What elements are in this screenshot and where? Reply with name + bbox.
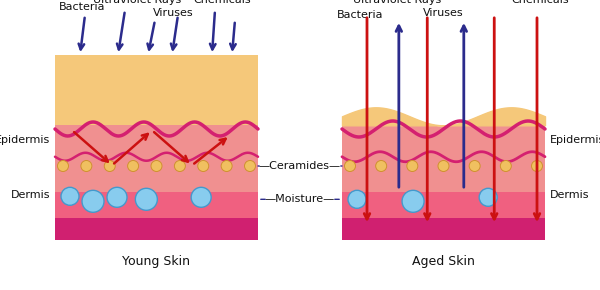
Text: Bacteria: Bacteria	[337, 10, 383, 20]
Circle shape	[136, 188, 157, 210]
Bar	[55, 55, 258, 125]
Text: Ultraviolet Rays: Ultraviolet Rays	[93, 0, 181, 5]
Bar	[55, 192, 258, 218]
Circle shape	[191, 187, 211, 207]
Circle shape	[104, 160, 115, 171]
Circle shape	[532, 160, 542, 171]
Text: Epidermis: Epidermis	[550, 135, 600, 145]
Text: Viruses: Viruses	[152, 8, 193, 18]
Circle shape	[344, 160, 355, 171]
Bar	[55, 218, 258, 240]
Text: Viruses: Viruses	[423, 8, 464, 18]
Text: Epidermis: Epidermis	[0, 135, 50, 145]
Circle shape	[107, 187, 127, 207]
Text: Dermis: Dermis	[550, 190, 589, 200]
Text: Ultraviolet Rays: Ultraviolet Rays	[353, 0, 441, 5]
Circle shape	[151, 160, 162, 171]
Circle shape	[500, 160, 511, 171]
Bar	[342, 125, 545, 192]
Text: Chemicals: Chemicals	[511, 0, 569, 5]
Circle shape	[128, 160, 139, 171]
Bar	[342, 55, 545, 125]
Circle shape	[469, 160, 480, 171]
Text: Bacteria: Bacteria	[59, 2, 105, 12]
Circle shape	[245, 160, 256, 171]
Circle shape	[198, 160, 209, 171]
Circle shape	[479, 188, 497, 206]
Circle shape	[438, 160, 449, 171]
Text: —Moisture—: —Moisture—	[265, 194, 335, 204]
Text: —Ceramides—: —Ceramides—	[259, 161, 341, 171]
Text: Aged Skin: Aged Skin	[412, 255, 475, 268]
Text: Young Skin: Young Skin	[122, 255, 191, 268]
Circle shape	[376, 160, 386, 171]
Bar	[55, 125, 258, 192]
Text: Dermis: Dermis	[11, 190, 50, 200]
Circle shape	[61, 187, 79, 205]
Text: Chemicals: Chemicals	[193, 0, 251, 5]
Circle shape	[348, 190, 366, 208]
Circle shape	[175, 160, 185, 171]
Bar	[342, 192, 545, 218]
Circle shape	[82, 190, 104, 212]
Circle shape	[81, 160, 92, 171]
Circle shape	[407, 160, 418, 171]
Circle shape	[221, 160, 232, 171]
Circle shape	[402, 190, 424, 212]
Bar	[342, 218, 545, 240]
Circle shape	[58, 160, 68, 171]
